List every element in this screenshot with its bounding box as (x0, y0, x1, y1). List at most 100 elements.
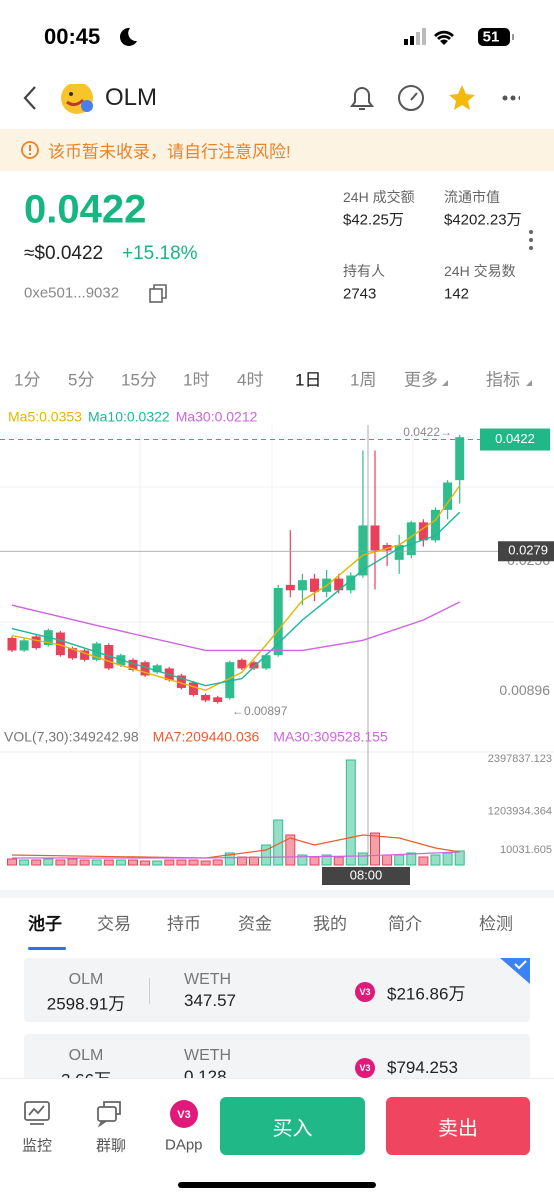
interval-tab[interactable]: 更多 (404, 370, 438, 390)
low-annotation: ←0.00897 (232, 704, 288, 718)
candle-body (249, 662, 259, 669)
section-tab[interactable]: 持币 (167, 914, 201, 934)
volume-bar (188, 859, 199, 866)
pool-pair: WETH (184, 971, 232, 988)
candle-body (80, 650, 90, 660)
interval-tab[interactable]: 4时 (237, 370, 264, 390)
interval-tab[interactable]: 15分 (121, 370, 157, 390)
more-dots[interactable] (526, 228, 536, 254)
interval-tab[interactable]: 1日 (295, 370, 322, 390)
price-usd: ≈$0.0422 (24, 243, 104, 264)
vol-tick-label: 10031.605 (500, 844, 552, 856)
volume-bar (176, 859, 187, 866)
candle-body (285, 584, 295, 591)
volume-bar (43, 858, 54, 866)
ma-legend: Ma5:0.0353 (8, 409, 82, 425)
vol-ma-line (12, 851, 460, 859)
volume-bar (454, 850, 465, 866)
pool-badge: V3 (355, 1058, 375, 1078)
volume-bar (79, 859, 90, 866)
ma-line (11, 485, 461, 692)
high-annotation: 0.0422→ (403, 425, 452, 439)
vol-legend: MA30:309528.155 (273, 729, 388, 745)
interval-tab[interactable]: 5分 (68, 370, 95, 390)
volume-bar (442, 852, 453, 866)
pool-separator (149, 978, 150, 1004)
price: 0.0422 (24, 187, 147, 232)
candle-body (334, 578, 344, 591)
volume-bar (394, 854, 405, 866)
candle-body (225, 662, 235, 699)
divider (0, 890, 554, 898)
interval-tab[interactable]: 指标 (486, 370, 520, 390)
volume-bar (140, 860, 151, 866)
vol-ma-line (11, 834, 460, 859)
volume-bar (152, 860, 163, 866)
stat-label: 24H 交易数 (444, 263, 516, 279)
section-tab[interactable]: 检测 (479, 914, 513, 934)
volume-bar (31, 859, 42, 866)
candle-body (19, 640, 29, 651)
status-time: 00:45 (44, 24, 101, 49)
buy-button[interactable]: 买入 (220, 1097, 365, 1155)
volume-bar (297, 854, 308, 866)
candle-body (55, 632, 65, 656)
tab-indicator (28, 947, 66, 950)
candle-body (104, 645, 114, 669)
token-name: OLM (105, 84, 158, 111)
header-icons (23, 84, 520, 114)
volume-bar (285, 834, 296, 866)
selected-mark (500, 958, 530, 984)
candle-body (310, 578, 319, 592)
stat-label: 流通市值 (444, 189, 500, 205)
section-tab[interactable]: 交易 (97, 914, 131, 934)
section-tab[interactable]: 资金 (238, 914, 272, 934)
copy-icon[interactable] (148, 283, 170, 305)
volume-bar (418, 856, 429, 866)
pool-pair-amount: 347.57 (184, 991, 236, 1010)
time-label-bg (322, 867, 410, 885)
pool-badge: V3 (355, 982, 375, 1002)
svg-text:V3: V3 (177, 1109, 190, 1121)
volume-bar (224, 852, 235, 866)
price-change: +15.18% (122, 243, 198, 264)
volume-bar (430, 854, 441, 866)
candle-body (455, 437, 465, 481)
volume-bar (55, 859, 66, 866)
interval-tab[interactable]: 1分 (14, 370, 41, 390)
interval-tab[interactable]: 1周 (350, 370, 377, 390)
warning-icon (21, 141, 39, 159)
section-tab[interactable]: 我的 (313, 914, 347, 934)
volume-bar (103, 859, 114, 866)
candle-body (261, 655, 271, 669)
volume-bar (212, 859, 223, 866)
pool-pair: WETH (184, 1047, 232, 1064)
candle-body (418, 522, 428, 541)
candle-body (443, 482, 453, 510)
volume-bar (273, 819, 284, 866)
ma-line (11, 601, 461, 652)
stat-value: 142 (444, 285, 470, 303)
volume-bar (249, 856, 259, 866)
interval-tab[interactable]: 1时 (183, 370, 210, 390)
nav-label[interactable]: DApp (165, 1136, 203, 1154)
address: 0xe501...9032 (24, 284, 120, 302)
sell-button[interactable]: 卖出 (386, 1097, 530, 1155)
volume-bar (91, 859, 102, 866)
nav-label[interactable]: 群聊 (96, 1137, 127, 1155)
section-tab[interactable]: 简介 (388, 914, 422, 934)
candle-body (176, 675, 186, 688)
candle-body (189, 682, 198, 695)
current-label-bg (480, 428, 550, 451)
ma-legend: Ma10:0.0322 (88, 409, 170, 425)
pool-card[interactable] (24, 958, 530, 1022)
candle-body (140, 662, 150, 676)
candle-body (237, 659, 247, 669)
nav-label[interactable]: 监控 (22, 1137, 53, 1155)
candle-body (406, 522, 416, 556)
section-tab[interactable]: 池子 (28, 914, 62, 934)
volume-bar (345, 759, 356, 866)
current-price-label: 0.0422 (495, 431, 535, 446)
pool-token: OLM (68, 1047, 104, 1064)
candle-body (431, 509, 440, 541)
